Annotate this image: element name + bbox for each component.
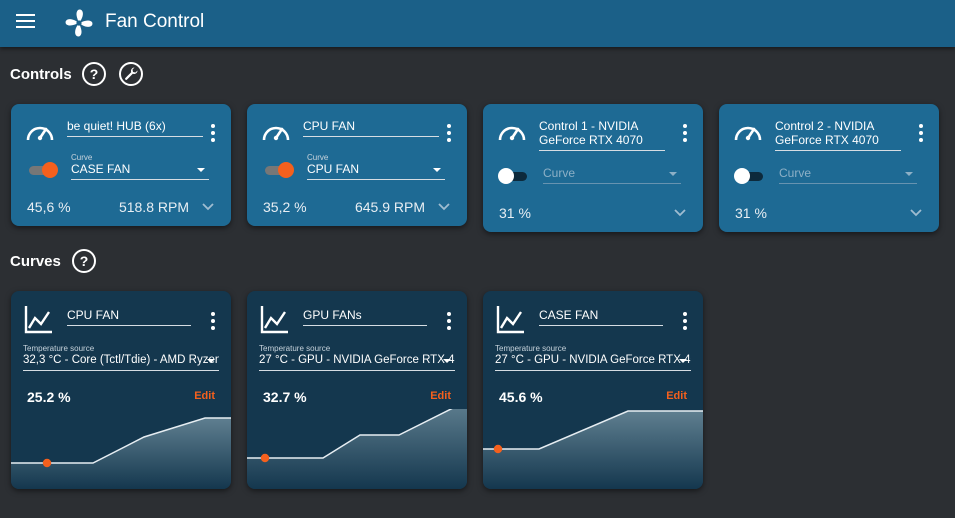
more-options-icon[interactable] — [445, 124, 453, 142]
speedometer-icon — [262, 126, 290, 141]
control-card: Control 1 - NVIDIA GeForce RTX 4070 Curv… — [483, 104, 703, 232]
control-name-input[interactable]: Control 2 - NVIDIA GeForce RTX 4070 — [775, 119, 901, 151]
control-percent: 31 % — [499, 205, 531, 221]
chart-line-icon — [496, 306, 524, 334]
curve-graph — [483, 410, 703, 489]
fan-logo-icon — [65, 9, 93, 37]
dropdown-arrow-icon — [197, 168, 205, 172]
curve-select-value: Curve — [779, 166, 812, 180]
curve-select-value: Curve — [543, 166, 576, 180]
temperature-source-label: Temperature source — [259, 344, 331, 353]
temperature-source-value: 32,3 °C - Core (Tctl/Tdie) - AMD Ryzen — [23, 354, 219, 366]
curve-graph — [247, 409, 467, 489]
edit-curve-link[interactable]: Edit — [430, 390, 451, 402]
control-enable-toggle[interactable] — [27, 162, 58, 178]
curves-help-button[interactable]: ? — [72, 249, 96, 273]
control-rpm: 518.8 RPM — [118, 199, 189, 215]
speedometer-icon — [26, 126, 54, 141]
curve-area — [247, 409, 467, 489]
curve-output-percent: 25.2 % — [27, 389, 71, 405]
temperature-source-value: 27 °C - GPU - NVIDIA GeForce RTX 4070 — [495, 354, 691, 366]
curve-card: GPU FANs Temperature source 27 °C - GPU … — [247, 291, 467, 489]
chart-line-icon — [24, 306, 52, 334]
control-enable-toggle[interactable] — [498, 168, 529, 184]
current-point-marker — [260, 453, 270, 463]
curve-card: CPU FAN Temperature source 32,3 °C - Cor… — [11, 291, 231, 489]
current-point-marker — [493, 444, 503, 454]
control-rpm: 645.9 RPM — [354, 199, 425, 215]
temperature-source-value: 27 °C - GPU - NVIDIA GeForce RTX 4070 — [259, 354, 455, 366]
more-options-icon[interactable] — [681, 124, 689, 142]
chevron-down-icon[interactable] — [437, 200, 451, 214]
more-options-icon[interactable] — [445, 312, 453, 330]
chevron-down-icon[interactable] — [673, 206, 687, 220]
dropdown-arrow-icon — [905, 172, 913, 176]
dropdown-arrow-icon — [679, 359, 687, 363]
curve-select[interactable]: Curve CPU FAN — [307, 153, 445, 180]
curve-output-percent: 32.7 % — [263, 389, 307, 405]
curve-select[interactable]: Curve — [779, 166, 917, 184]
curve-name-input[interactable]: CPU FAN — [67, 308, 191, 326]
controls-help-button[interactable]: ? — [82, 62, 106, 86]
dropdown-arrow-icon — [207, 359, 215, 363]
dropdown-arrow-icon — [433, 168, 441, 172]
curve-line — [483, 410, 703, 450]
more-options-icon[interactable] — [209, 312, 217, 330]
control-percent: 45,6 % — [27, 199, 71, 215]
control-enable-toggle[interactable] — [734, 168, 765, 184]
control-name-input[interactable]: Control 1 - NVIDIA GeForce RTX 4070 — [539, 119, 665, 151]
curve-name-input[interactable]: CASE FAN — [539, 308, 663, 326]
help-circle-icon: ? — [79, 253, 89, 269]
curve-select-label: Curve — [71, 153, 93, 162]
control-enable-toggle[interactable] — [263, 162, 294, 178]
curve-area — [11, 418, 231, 489]
curves-section-title: Curves — [10, 253, 61, 270]
app-title: Fan Control — [105, 11, 205, 32]
temperature-source-label: Temperature source — [23, 344, 95, 353]
control-percent: 31 % — [735, 205, 767, 221]
speedometer-icon — [498, 126, 526, 141]
temperature-source-select[interactable]: Temperature source 32,3 °C - Core (Tctl/… — [23, 344, 219, 371]
curve-select[interactable]: Curve — [543, 166, 681, 184]
dropdown-arrow-icon — [669, 172, 677, 176]
curve-name-input[interactable]: GPU FANs — [303, 308, 427, 326]
temperature-source-label: Temperature source — [495, 344, 567, 353]
chart-line-icon — [260, 306, 288, 334]
edit-curve-link[interactable]: Edit — [666, 390, 687, 402]
controls-section-title: Controls — [10, 66, 72, 83]
curve-line — [11, 417, 231, 464]
curve-area — [483, 411, 703, 489]
edit-curve-link[interactable]: Edit — [194, 390, 215, 402]
app-bar: Fan Control — [0, 0, 955, 47]
hamburger-menu-icon[interactable] — [16, 14, 36, 30]
control-card: be quiet! HUB (6x) Curve CASE FAN 45,6 %… — [11, 104, 231, 226]
more-options-icon[interactable] — [209, 124, 217, 142]
curve-line — [247, 409, 453, 459]
control-percent: 35,2 % — [263, 199, 307, 215]
temperature-source-select[interactable]: Temperature source 27 °C - GPU - NVIDIA … — [495, 344, 691, 371]
curve-select[interactable]: Curve CASE FAN — [71, 153, 209, 180]
chevron-down-icon[interactable] — [201, 200, 215, 214]
curve-graph — [11, 417, 231, 489]
current-point-marker — [42, 458, 52, 468]
curve-card: CASE FAN Temperature source 27 °C - GPU … — [483, 291, 703, 489]
temperature-source-select[interactable]: Temperature source 27 °C - GPU - NVIDIA … — [259, 344, 455, 371]
chevron-down-icon[interactable] — [909, 206, 923, 220]
help-circle-icon: ? — [89, 66, 99, 82]
wrench-icon — [125, 67, 138, 80]
curve-select-label: Curve — [307, 153, 329, 162]
control-name-input[interactable]: be quiet! HUB (6x) — [67, 119, 203, 137]
more-options-icon[interactable] — [681, 312, 689, 330]
speedometer-icon — [734, 126, 762, 141]
controls-tools-button[interactable] — [119, 62, 143, 86]
control-card: CPU FAN Curve CPU FAN 35,2 % 645.9 RPM — [247, 104, 467, 226]
curve-select-value: CASE FAN — [71, 162, 131, 176]
more-options-icon[interactable] — [917, 124, 925, 142]
control-card: Control 2 - NVIDIA GeForce RTX 4070 Curv… — [719, 104, 939, 232]
curve-output-percent: 45.6 % — [499, 389, 543, 405]
dropdown-arrow-icon — [443, 359, 451, 363]
curve-select-value: CPU FAN — [307, 162, 360, 176]
control-name-input[interactable]: CPU FAN — [303, 119, 439, 137]
